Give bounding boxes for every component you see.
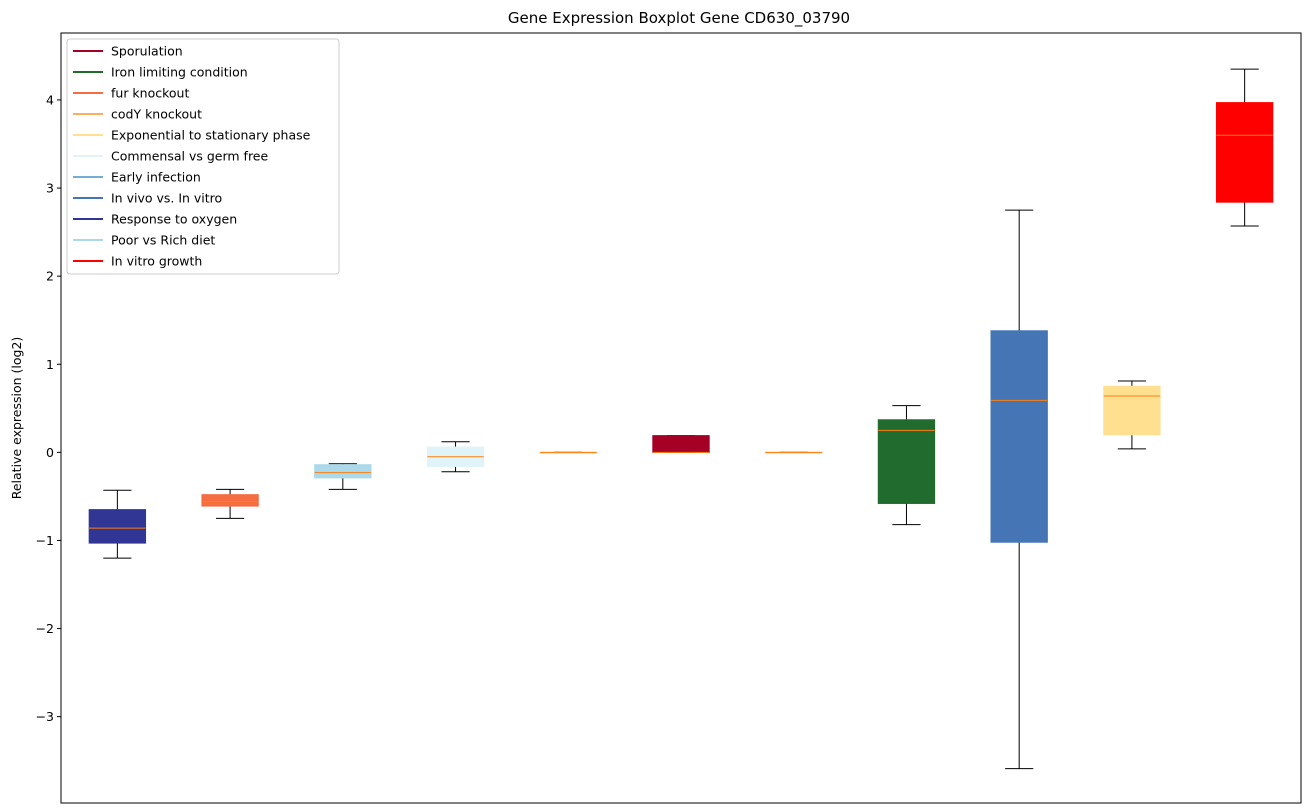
y-tick-label: 2	[46, 269, 54, 284]
plot-area	[88, 68, 1274, 770]
legend-label: Iron limiting condition	[111, 65, 248, 80]
legend-entry: codY knockout	[73, 107, 202, 122]
y-tick-label: −1	[36, 533, 54, 548]
box-body	[652, 435, 710, 453]
box-9	[990, 209, 1048, 770]
box-body	[877, 419, 936, 504]
box-2	[201, 488, 259, 519]
legend-entry: Poor vs Rich diet	[73, 233, 215, 248]
legend-label: Early infection	[111, 170, 201, 185]
chart-title: Gene Expression Boxplot Gene CD630_03790	[508, 9, 850, 28]
legend-entry: Early infection	[73, 170, 201, 185]
box-1	[88, 489, 147, 559]
y-axis-label: Relative expression (log2)	[9, 337, 24, 500]
legend-entry: Sporulation	[73, 44, 183, 59]
legend-entry: In vivo vs. In vitro	[73, 191, 222, 206]
legend-entry: In vitro growth	[73, 254, 202, 269]
box-body	[1103, 385, 1161, 436]
box-4	[426, 441, 485, 473]
legend-label: In vitro growth	[111, 254, 202, 269]
box-8	[877, 405, 936, 526]
y-tick-label: −2	[36, 621, 54, 636]
y-tick-label: 1	[46, 357, 54, 372]
legend-label: Poor vs Rich diet	[111, 233, 215, 248]
box-body	[201, 494, 259, 507]
box-body	[88, 509, 147, 544]
y-tick-label: −3	[36, 709, 54, 724]
box-11	[1215, 68, 1274, 227]
legend-entry: Commensal vs germ free	[73, 149, 268, 164]
legend-label: fur knockout	[111, 86, 189, 101]
box-6	[652, 435, 710, 453]
legend-entry: fur knockout	[73, 86, 189, 101]
legend-label: Response to oxygen	[111, 212, 237, 227]
legend-label: Sporulation	[111, 44, 183, 59]
box-3	[314, 463, 372, 490]
legend-entry: Iron limiting condition	[73, 65, 248, 80]
box-7	[765, 451, 823, 454]
legend-label: Exponential to stationary phase	[111, 128, 311, 143]
legend-entry: Exponential to stationary phase	[73, 128, 311, 143]
legend-label: In vivo vs. In vitro	[111, 191, 222, 206]
box-10	[1103, 380, 1161, 450]
legend-label: Commensal vs germ free	[111, 149, 268, 164]
box-body	[1215, 102, 1274, 203]
legend-label: codY knockout	[111, 107, 202, 122]
legend-frame	[66, 38, 340, 275]
box-5	[539, 451, 597, 454]
plot-frame	[60, 32, 1302, 804]
y-tick-label: 3	[46, 181, 54, 196]
box-body	[314, 464, 372, 479]
legend: Sporulation Iron limiting condition fur kn…	[66, 38, 340, 275]
y-tick-label: 0	[46, 445, 54, 460]
y-axis: −3 −2 −1 0 1 2 3 4	[36, 92, 61, 724]
y-tick-label: 4	[46, 92, 54, 107]
legend-entry: Response to oxygen	[73, 212, 237, 227]
box-body	[990, 330, 1048, 543]
